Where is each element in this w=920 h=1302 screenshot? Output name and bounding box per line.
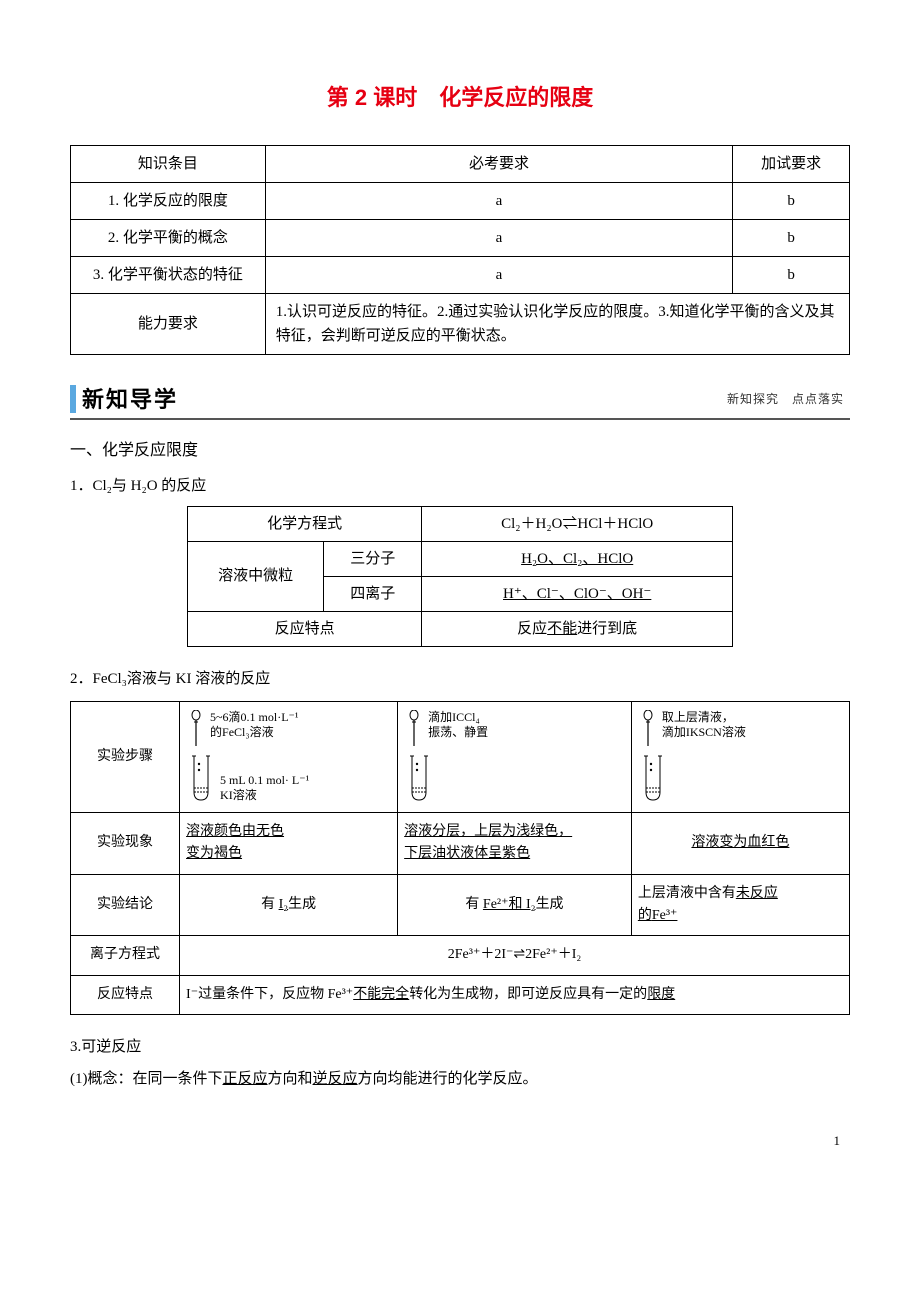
table-row: 2. 化学平衡的概念 a b — [71, 220, 850, 257]
step-1-tube-label: 5 mL 0.1 mol· L⁻¹ KI溶液 — [220, 773, 309, 804]
test-tube-icon — [406, 754, 432, 804]
table-header-row: 知识条目 必考要求 加试要求 — [71, 146, 850, 183]
mol-label: 三分子 — [324, 541, 422, 576]
phen-1: 溶液颜色由无色 变为褐色 — [180, 812, 398, 874]
conc-3: 上层清液中含有未反应 的Fe³⁺ — [631, 874, 849, 936]
cell: b — [733, 220, 850, 257]
cell: a — [265, 220, 732, 257]
step-3-label: 取上层清液， 滴加IKSCN溶液 — [662, 710, 746, 741]
table-row: 3. 化学平衡状态的特征 a b — [71, 257, 850, 294]
step-1-cell: 5~6滴0.1 mol·L⁻¹ 的FeCl₃溶液 5 mL 0.1 mol· L… — [180, 701, 398, 812]
step-3-cell: 取上层清液， 滴加IKSCN溶液 — [631, 701, 849, 812]
page-title: 第 2 课时 化学反应的限度 — [70, 80, 850, 115]
ion-label: 四离子 — [324, 576, 422, 611]
ion-value: H⁺、Cl⁻、ClO⁻、OH⁻ — [422, 576, 733, 611]
page-number: 1 — [70, 1131, 850, 1152]
banner-subtitle: 新知探究 点点落实 — [727, 390, 850, 409]
table-row: 反应特点 反应不能进行到底 — [188, 611, 733, 646]
ability-row: 能力要求 1.认识可逆反应的特征。2.通过实验认识化学反应的限度。3.知道化学平… — [71, 294, 850, 355]
particles-label: 溶液中微粒 — [188, 541, 324, 611]
cell: 1. 化学反应的限度 — [71, 183, 266, 220]
cell: b — [733, 257, 850, 294]
table-row: 实验现象 溶液颜色由无色 变为褐色 溶液分层，上层为浅绿色， 下层油状液体呈紫色… — [71, 812, 850, 874]
ion-eq-value: 2Fe³⁺＋2I⁻⇌2Fe²⁺＋I₂ — [180, 936, 850, 975]
section-banner: 新知导学 新知探究 点点落实 — [70, 380, 850, 420]
cell: a — [265, 183, 732, 220]
experiment-table: 实验步骤 5~6滴0.1 mol·L⁻¹ 的FeCl₃溶液 — [70, 701, 850, 1015]
ion-eq-label: 离子方程式 — [71, 936, 180, 975]
table-row: 溶液中微粒 三分子 H₂O、Cl₂、HClO — [188, 541, 733, 576]
cell: a — [265, 257, 732, 294]
step-2-label: 滴加ICCl₄ 振荡、静置 — [428, 710, 488, 741]
eq-label: 化学方程式 — [188, 506, 422, 541]
conc-1: 有 I₂生成 — [180, 874, 398, 936]
item-heading: 3.可逆反应 — [70, 1035, 850, 1059]
step-2-cell: 滴加ICCl₄ 振荡、静置 — [398, 701, 632, 812]
feat-label: 反应特点 — [188, 611, 422, 646]
phen-label: 实验现象 — [71, 812, 180, 874]
section-heading: 一、化学反应限度 — [70, 438, 850, 464]
feat-label: 反应特点 — [71, 975, 180, 1014]
phen-3: 溶液变为血红色 — [631, 812, 849, 874]
requirements-table: 知识条目 必考要求 加试要求 1. 化学反应的限度 a b 2. 化学平衡的概念… — [70, 145, 850, 355]
banner-title: 新知导学 — [82, 382, 178, 417]
header-required: 必考要求 — [265, 146, 732, 183]
cell: 2. 化学平衡的概念 — [71, 220, 266, 257]
dropper-icon — [640, 710, 656, 750]
reaction-table-1: 化学方程式 Cl₂＋H₂O⇌HCl＋HClO 溶液中微粒 三分子 H₂O、Cl₂… — [187, 506, 733, 647]
ability-text: 1.认识可逆反应的特征。2.通过实验认识化学反应的限度。3.知道化学平衡的含义及… — [265, 294, 849, 355]
conc-2: 有 Fe²⁺和 I₂生成 — [398, 874, 632, 936]
table-row: 化学方程式 Cl₂＋H₂O⇌HCl＋HClO — [188, 506, 733, 541]
test-tube-icon — [640, 754, 666, 804]
eq-value: Cl₂＋H₂O⇌HCl＋HClO — [422, 506, 733, 541]
table-row: 反应特点 I⁻过量条件下，反应物 Fe³⁺不能完全转化为生成物，即可逆反应具有一… — [71, 975, 850, 1014]
ability-label: 能力要求 — [71, 294, 266, 355]
table-row: 离子方程式 2Fe³⁺＋2I⁻⇌2Fe²⁺＋I₂ — [71, 936, 850, 975]
step-1-label: 5~6滴0.1 mol·L⁻¹ 的FeCl₃溶液 — [210, 710, 298, 741]
cell: b — [733, 183, 850, 220]
banner-bar-icon — [70, 385, 76, 413]
dropper-icon — [188, 710, 204, 750]
table-row: 实验步骤 5~6滴0.1 mol·L⁻¹ 的FeCl₃溶液 — [71, 701, 850, 812]
item-heading: 2．FeCl₃溶液与 KI 溶液的反应 — [70, 667, 850, 691]
header-extra: 加试要求 — [733, 146, 850, 183]
step-label: 实验步骤 — [71, 701, 180, 812]
banner-left: 新知导学 — [70, 382, 178, 417]
test-tube-icon — [188, 754, 214, 804]
phen-2: 溶液分层，上层为浅绿色， 下层油状液体呈紫色 — [398, 812, 632, 874]
feat-value: 反应不能进行到底 — [422, 611, 733, 646]
item-heading: 1．Cl₂与 H₂O 的反应 — [70, 474, 850, 498]
mol-value: H₂O、Cl₂、HClO — [422, 541, 733, 576]
cell: 3. 化学平衡状态的特征 — [71, 257, 266, 294]
concept-text: (1)概念：在同一条件下正反应方向和逆反应方向均能进行的化学反应。 — [70, 1067, 850, 1091]
feat-value: I⁻过量条件下，反应物 Fe³⁺不能完全转化为生成物，即可逆反应具有一定的限度 — [180, 975, 850, 1014]
header-item: 知识条目 — [71, 146, 266, 183]
dropper-icon — [406, 710, 422, 750]
conc-label: 实验结论 — [71, 874, 180, 936]
table-row: 实验结论 有 I₂生成 有 Fe²⁺和 I₂生成 上层清液中含有未反应 的Fe³… — [71, 874, 850, 936]
table-row: 1. 化学反应的限度 a b — [71, 183, 850, 220]
